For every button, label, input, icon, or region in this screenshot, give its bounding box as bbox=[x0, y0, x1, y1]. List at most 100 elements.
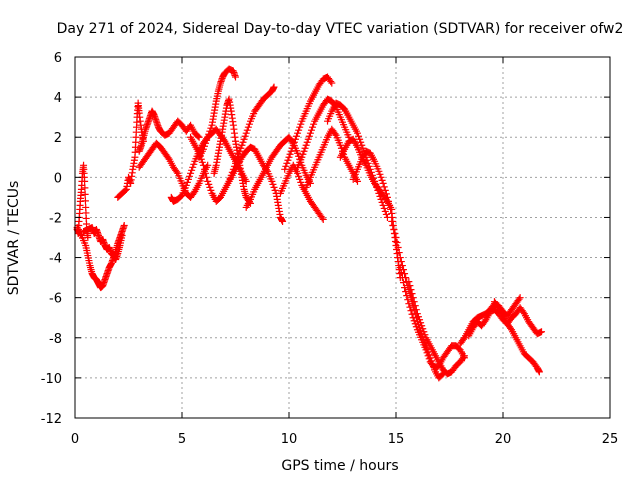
data-point bbox=[296, 123, 304, 131]
data-point bbox=[379, 179, 387, 187]
data-point bbox=[200, 165, 208, 173]
data-point bbox=[413, 310, 421, 318]
data-point bbox=[270, 183, 278, 191]
y-tick-label: -2 bbox=[49, 211, 62, 226]
data-point bbox=[206, 183, 214, 191]
data-point bbox=[392, 234, 400, 241]
data-point bbox=[376, 170, 384, 178]
data-point bbox=[382, 210, 390, 218]
data-point bbox=[284, 156, 292, 164]
data-point bbox=[405, 300, 413, 308]
data-point bbox=[306, 129, 314, 137]
data-point bbox=[203, 136, 211, 144]
data-point bbox=[535, 368, 543, 376]
data-point bbox=[207, 124, 215, 132]
data-point bbox=[498, 308, 506, 316]
data-point bbox=[245, 120, 253, 128]
y-tick-label: 0 bbox=[54, 171, 62, 186]
data-point bbox=[190, 160, 198, 168]
data-point bbox=[336, 141, 344, 149]
data-point bbox=[402, 288, 410, 296]
data-point bbox=[407, 286, 415, 294]
data-point bbox=[305, 132, 313, 140]
data-point bbox=[519, 308, 527, 316]
data-point bbox=[283, 159, 291, 167]
data-points bbox=[73, 65, 546, 382]
data-point bbox=[399, 279, 407, 287]
data-point bbox=[236, 147, 244, 155]
data-point bbox=[197, 155, 205, 163]
data-point bbox=[238, 141, 246, 149]
data-point bbox=[403, 292, 411, 300]
data-point bbox=[202, 169, 210, 177]
data-point bbox=[309, 123, 317, 131]
data-point bbox=[538, 328, 546, 336]
data-point bbox=[357, 138, 365, 146]
data-point bbox=[240, 135, 248, 143]
data-point bbox=[187, 169, 195, 177]
data-point bbox=[421, 331, 429, 339]
data-point bbox=[380, 183, 388, 191]
axis-ticks: 0 5 10 15 20 25 -12 -10 -8 -6 -4 -2 0 2 4 6 bbox=[41, 51, 619, 447]
data-point bbox=[303, 138, 311, 146]
y-tick-label: -4 bbox=[49, 252, 62, 267]
data-point bbox=[270, 83, 278, 91]
data-point bbox=[417, 319, 425, 327]
data-point bbox=[205, 130, 213, 138]
data-point bbox=[195, 133, 203, 141]
data-point bbox=[307, 126, 315, 134]
data-point bbox=[244, 123, 252, 131]
data-point bbox=[409, 294, 417, 302]
data-point bbox=[398, 274, 406, 282]
data-point bbox=[183, 178, 191, 186]
data-point bbox=[396, 264, 404, 272]
data-point bbox=[118, 231, 126, 239]
data-point bbox=[391, 229, 399, 237]
data-point bbox=[379, 201, 387, 209]
data-point bbox=[279, 217, 287, 225]
data-point bbox=[200, 142, 208, 150]
data-point bbox=[423, 349, 431, 357]
data-point bbox=[414, 313, 422, 321]
data-point bbox=[422, 346, 430, 354]
data-point bbox=[424, 352, 432, 360]
data-point bbox=[81, 190, 89, 198]
data-point bbox=[383, 193, 391, 201]
data-point bbox=[81, 197, 89, 205]
data-point bbox=[331, 130, 339, 138]
data-point bbox=[425, 355, 433, 363]
x-tick-label: 20 bbox=[495, 432, 512, 447]
data-point bbox=[516, 294, 524, 302]
data-point bbox=[271, 186, 279, 194]
y-tick-label: 4 bbox=[54, 91, 62, 106]
data-point bbox=[242, 129, 250, 137]
data-point bbox=[397, 258, 405, 266]
data-point bbox=[381, 186, 389, 194]
data-point bbox=[378, 176, 386, 184]
data-point bbox=[295, 126, 303, 134]
data-point bbox=[388, 217, 396, 225]
data-point bbox=[375, 167, 383, 175]
data-point bbox=[288, 144, 296, 152]
data-point bbox=[243, 126, 251, 134]
data-point bbox=[196, 152, 204, 160]
data-point bbox=[81, 184, 89, 192]
data-point bbox=[394, 244, 402, 252]
data-point bbox=[419, 325, 427, 333]
data-point bbox=[401, 270, 409, 278]
data-point bbox=[411, 302, 419, 310]
data-point bbox=[205, 180, 213, 188]
data-point bbox=[185, 172, 193, 180]
data-point bbox=[294, 129, 302, 137]
data-point bbox=[296, 175, 304, 183]
data-point bbox=[515, 295, 523, 303]
data-point bbox=[299, 150, 307, 158]
data-point bbox=[286, 150, 294, 158]
data-point bbox=[418, 322, 426, 330]
data-point bbox=[268, 177, 276, 185]
data-point bbox=[407, 307, 415, 315]
data-point bbox=[397, 269, 405, 277]
data-point bbox=[298, 153, 306, 161]
data-point bbox=[481, 317, 489, 325]
y-tick-label: 6 bbox=[54, 51, 62, 66]
